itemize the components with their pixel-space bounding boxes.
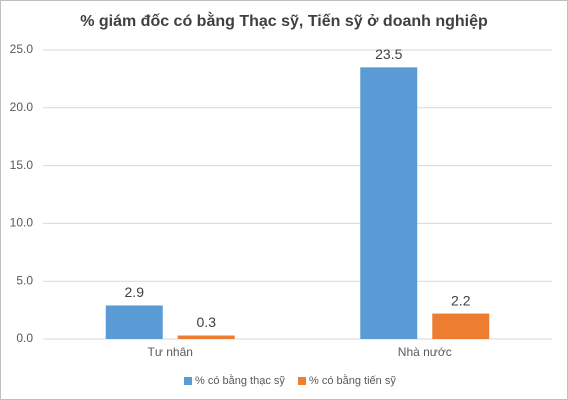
- bar: [432, 313, 490, 339]
- x-tick-label: Tư nhân: [148, 345, 193, 359]
- y-tick-label: 20.0: [10, 100, 34, 114]
- bar: [105, 305, 163, 339]
- x-tick-label: Nhà nước: [398, 345, 452, 359]
- bar: [177, 335, 235, 339]
- y-tick-label: 5.0: [16, 273, 33, 287]
- y-tick-label: 25.0: [10, 42, 34, 56]
- y-tick-label: 10.0: [10, 216, 34, 230]
- legend-swatch: [184, 377, 192, 385]
- y-tick-label: 0.0: [16, 331, 33, 345]
- data-label: 0.3: [197, 314, 217, 330]
- bar: [360, 67, 418, 339]
- chart-title: % giám đốc có bằng Thạc sỹ, Tiến sỹ ở do…: [80, 11, 488, 30]
- legend-label: % có bằng thạc sỹ: [195, 374, 285, 387]
- data-label: 23.5: [375, 46, 402, 62]
- data-label: 2.2: [451, 292, 471, 308]
- data-label: 2.9: [125, 284, 145, 300]
- legend-label: % có bằng tiến sỹ: [309, 374, 396, 387]
- legend-swatch: [298, 377, 306, 385]
- y-tick-label: 15.0: [10, 158, 34, 172]
